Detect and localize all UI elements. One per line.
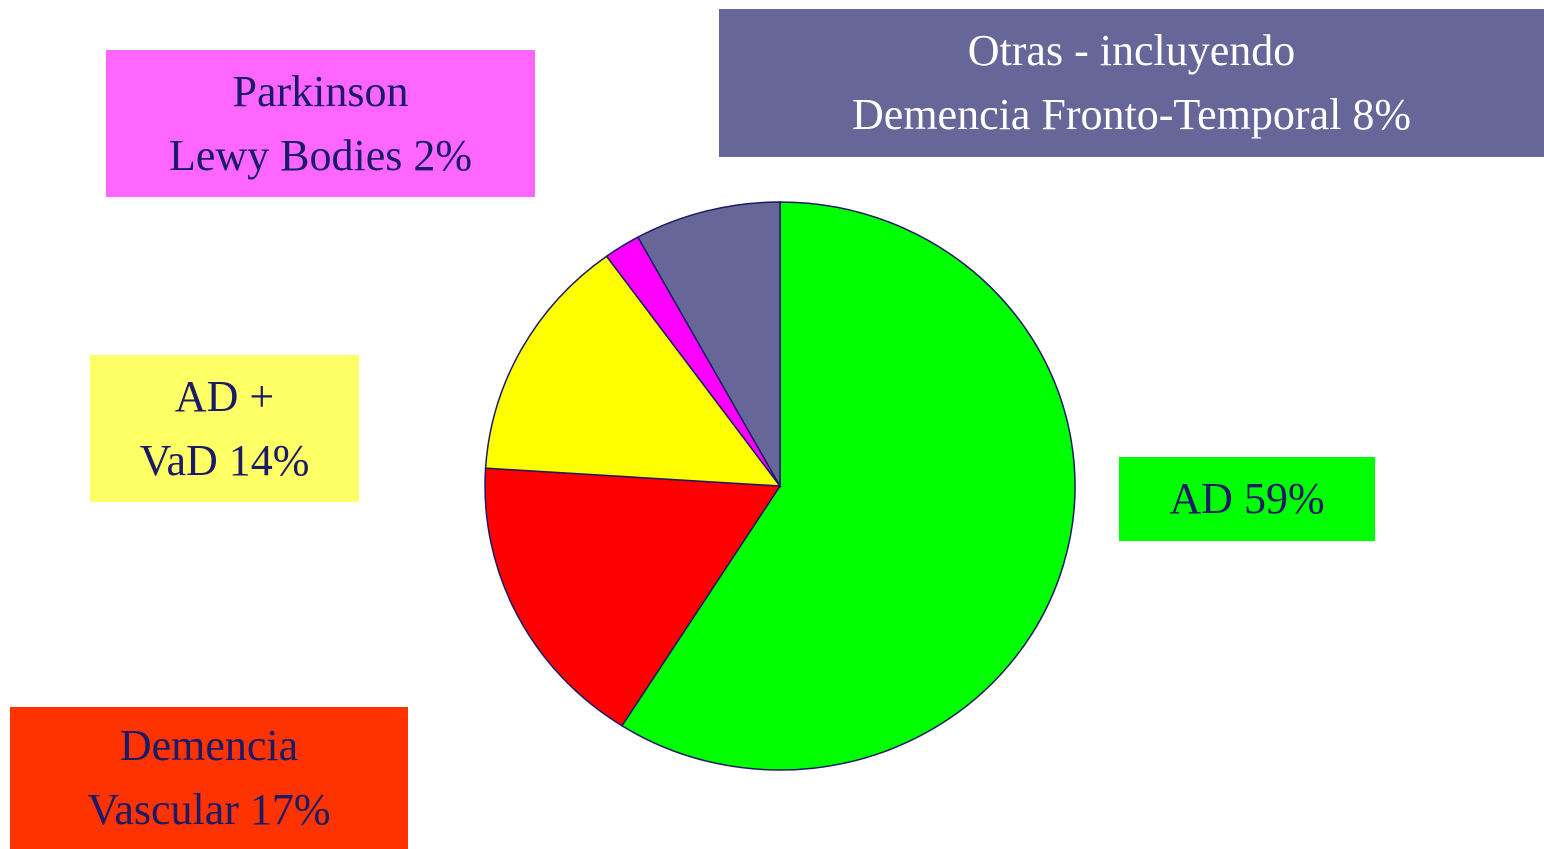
value-label: 8% bbox=[1352, 90, 1411, 139]
pie-slice bbox=[484, 255, 782, 487]
value-label: 2% bbox=[413, 130, 473, 180]
slice-label: AD + VaD 14% bbox=[90, 355, 359, 502]
category-label: AD bbox=[1169, 474, 1233, 523]
category-label: AD + VaD bbox=[139, 371, 275, 485]
category-label: Demencia Vascular bbox=[87, 721, 299, 834]
slice-label: Parkinson Lewy Bodies 2% bbox=[106, 50, 535, 197]
category-label: Parkinson Lewy Bodies bbox=[168, 66, 409, 180]
pie-slice bbox=[484, 467, 782, 727]
value-label: 14% bbox=[228, 435, 310, 485]
slice-label: AD 59% bbox=[1119, 457, 1375, 541]
pie-slice bbox=[636, 201, 781, 489]
pie-slice bbox=[620, 201, 1076, 771]
value-label: 17% bbox=[249, 785, 331, 834]
slice-label: Otras - incluyendo Demencia Fronto-Tempo… bbox=[719, 9, 1544, 157]
value-label: 59% bbox=[1243, 474, 1325, 523]
category-label: Otras - incluyendo Demencia Fronto-Tempo… bbox=[852, 26, 1342, 139]
slice-label: Demencia Vascular 17% bbox=[10, 707, 408, 849]
